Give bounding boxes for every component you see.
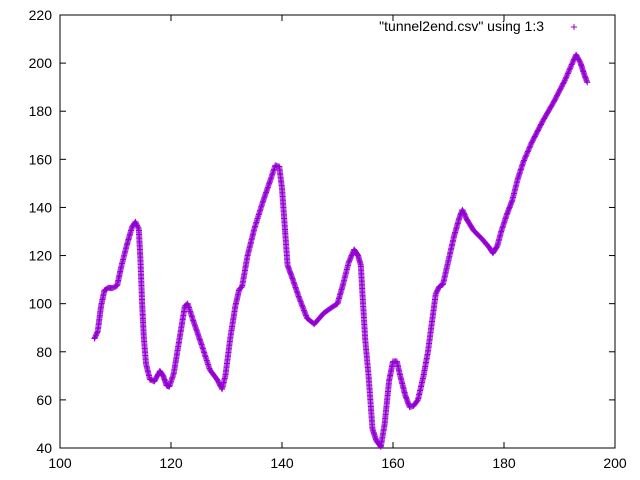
x-tick-label: 120 <box>159 455 183 471</box>
data-point <box>135 224 142 231</box>
y-tick-label: 220 <box>29 7 53 23</box>
data-point <box>524 149 531 156</box>
data-point <box>522 154 529 161</box>
data-point <box>525 145 532 152</box>
legend-label: "tunnel2end.csv" using 1:3 <box>379 18 544 34</box>
data-point <box>568 61 575 68</box>
data-point <box>523 152 530 159</box>
x-tick-label: 140 <box>270 455 294 471</box>
y-tick-label: 140 <box>29 199 53 215</box>
legend-marker-symbol <box>571 24 577 30</box>
y-tick-label: 180 <box>29 103 53 119</box>
x-tick-label: 160 <box>381 455 405 471</box>
y-tick-label: 120 <box>29 248 53 264</box>
data-point <box>521 156 528 163</box>
y-tick-label: 80 <box>36 344 52 360</box>
y-tick-label: 40 <box>36 440 52 456</box>
y-tick-label: 160 <box>29 151 53 167</box>
data-point <box>584 79 591 86</box>
y-tick-label: 200 <box>29 55 53 71</box>
legend: "tunnel2end.csv" using 1:3 <box>379 18 577 34</box>
data-point <box>520 157 527 164</box>
data-point <box>94 329 101 336</box>
x-tick-label: 180 <box>492 455 516 471</box>
data-point <box>523 151 530 158</box>
x-tick-label: 100 <box>48 455 72 471</box>
data-point <box>567 65 574 72</box>
data-point <box>522 153 529 160</box>
data-point <box>527 142 534 149</box>
data-point <box>527 143 534 150</box>
axis-ticks: 100 120 140 160 180 200 40 60 80 100 120 140 160 180 2… <box>29 7 627 471</box>
data-point <box>563 73 570 80</box>
data-point <box>565 67 572 74</box>
data-point <box>569 60 576 67</box>
data-point <box>525 147 532 154</box>
data-point <box>564 70 571 77</box>
data-point <box>526 144 533 151</box>
data-point <box>562 75 569 82</box>
data-point <box>567 64 574 71</box>
legend-marker <box>571 24 577 30</box>
data-point <box>568 62 575 69</box>
plot-frame <box>59 14 616 449</box>
data-point <box>562 76 569 83</box>
data-point <box>520 158 527 165</box>
x-tick-label: 200 <box>603 455 627 471</box>
data-point <box>566 66 573 73</box>
data-point <box>563 74 570 81</box>
y-tick-label: 100 <box>29 296 53 312</box>
data-points <box>91 51 591 450</box>
data-point <box>564 71 571 78</box>
y-tick-label: 60 <box>36 392 52 408</box>
data-point <box>524 148 531 155</box>
data-point <box>565 69 572 76</box>
